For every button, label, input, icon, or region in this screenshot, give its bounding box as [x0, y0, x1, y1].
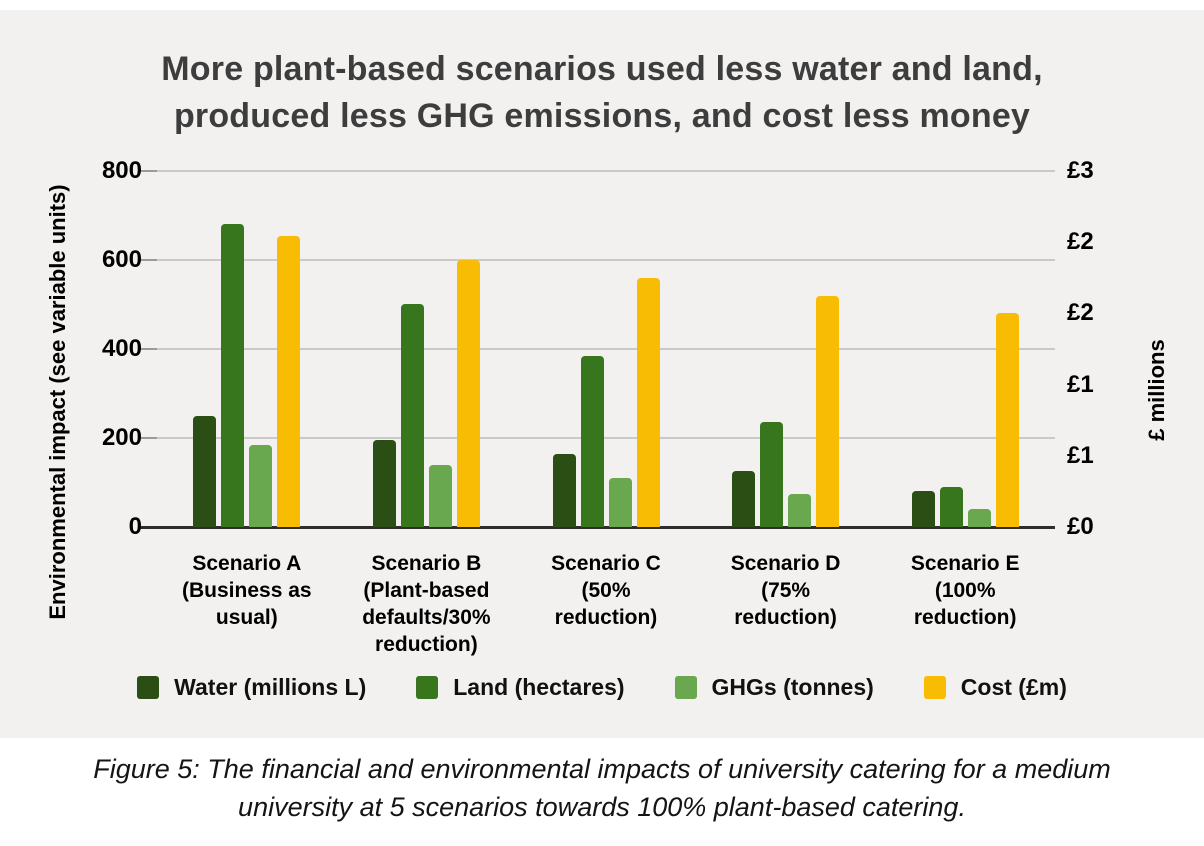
axis-tick	[139, 526, 157, 529]
right-axis-tick-label: £3	[1067, 157, 1094, 184]
x-axis-baseline	[157, 526, 1055, 529]
x-axis-label-line: (100%	[934, 579, 996, 602]
left-axis-tick-label: 600	[101, 246, 142, 273]
bar	[816, 296, 840, 527]
bar	[456, 260, 480, 527]
bar	[580, 356, 604, 527]
left-axis-tick-label: 0	[128, 513, 142, 540]
x-axis-category-label: Scenario D (75% reduction)	[696, 550, 876, 631]
figure-caption-line-2: university at 5 scenarios towards 100% p…	[238, 792, 966, 822]
bar	[277, 236, 301, 527]
legend-swatch-icon	[137, 676, 160, 699]
chart-title-line-2: produced less GHG emissions, and cost le…	[173, 97, 1031, 135]
bar	[788, 494, 812, 527]
right-axis-tick-label: £2	[1067, 228, 1094, 256]
legend-swatch-icon	[674, 676, 697, 699]
bar	[372, 440, 396, 527]
bar	[760, 422, 784, 527]
bar	[967, 509, 991, 527]
figure-caption: Figure 5: The financial and environmenta…	[0, 750, 1204, 826]
x-axis-label-line: reduction)	[734, 606, 837, 629]
legend-label: Water (millions L)	[174, 674, 367, 700]
x-axis-category-label: Scenario E (100% reduction)	[875, 550, 1055, 631]
gridline	[157, 437, 1055, 439]
legend-swatch-icon	[923, 676, 946, 699]
x-axis-label-line: reduction)	[913, 606, 1017, 629]
bar	[552, 454, 576, 527]
bar	[939, 487, 963, 527]
x-axis-label-line: (50%	[581, 579, 631, 602]
x-axis-category-label: Scenario B (Plant-based defaults/30% reduct…	[337, 550, 517, 658]
axis-tick	[139, 259, 157, 261]
bar	[221, 224, 245, 527]
chart-title-line-1: More plant-based scenarios used less wat…	[161, 50, 1043, 88]
right-axis-tick-label: £1	[1067, 441, 1094, 469]
bar	[995, 313, 1019, 527]
bar	[608, 478, 632, 527]
gridline	[157, 348, 1055, 350]
right-axis-title: £ millions	[1144, 339, 1169, 441]
right-axis-tick-label: £1	[1067, 370, 1094, 398]
axis-tick	[139, 437, 157, 439]
bar	[636, 278, 660, 527]
x-axis-label-line: (Business as	[182, 579, 312, 602]
bar	[400, 304, 424, 527]
legend-item: GHGs (tonnes)	[674, 674, 874, 701]
legend-swatch-icon	[416, 676, 439, 699]
legend-label: GHGs (tonnes)	[711, 674, 874, 700]
x-axis-label-line: usual)	[215, 606, 278, 629]
x-axis-category-label: Scenario A (Business as usual)	[157, 550, 337, 631]
x-axis-label-line: defaults/30%	[362, 606, 491, 629]
x-axis-label-line: (75%	[761, 579, 811, 602]
legend-item: Land (hectares)	[416, 674, 625, 701]
x-axis-label-line: Scenario D	[730, 552, 841, 575]
axis-tick	[139, 348, 157, 350]
bar	[911, 491, 935, 527]
bar	[193, 416, 217, 527]
right-axis-tick-label: £0	[1067, 513, 1094, 540]
x-axis-label-line: reduction)	[554, 606, 658, 629]
x-axis-label-line: Scenario A	[192, 552, 302, 575]
chart-card: More plant-based scenarios used less wat…	[0, 10, 1204, 738]
left-axis-tick-label: 200	[101, 424, 142, 451]
legend-item: Water (millions L)	[137, 674, 366, 701]
bar	[732, 471, 756, 527]
x-axis-label-line: (Plant-based	[363, 579, 490, 602]
x-axis-label-line: Scenario C	[551, 552, 661, 575]
legend-label: Cost (£m)	[960, 674, 1067, 700]
legend: Water (millions L) Land (hectares) GHGs (t…	[0, 674, 1204, 701]
figure-caption-line-1: Figure 5: The financial and environmenta…	[93, 754, 1111, 784]
gridline	[157, 170, 1055, 172]
right-axis-tick-label: £2	[1067, 299, 1094, 327]
bar	[428, 465, 452, 527]
gridline	[157, 259, 1055, 261]
x-axis-label-line: reduction)	[375, 633, 478, 656]
x-axis-label-line: Scenario B	[371, 552, 482, 575]
x-axis-category-label: Scenario C (50% reduction)	[516, 550, 696, 631]
chart-title: More plant-based scenarios used less wat…	[0, 46, 1204, 140]
left-axis-tick-label: 800	[101, 157, 142, 184]
bar	[249, 445, 273, 527]
x-axis-label-line: Scenario E	[910, 552, 1020, 575]
left-axis-tick-label: 400	[101, 335, 142, 362]
legend-label: Land (hectares)	[453, 674, 625, 700]
legend-item: Cost (£m)	[923, 674, 1067, 701]
axis-tick	[139, 170, 157, 172]
